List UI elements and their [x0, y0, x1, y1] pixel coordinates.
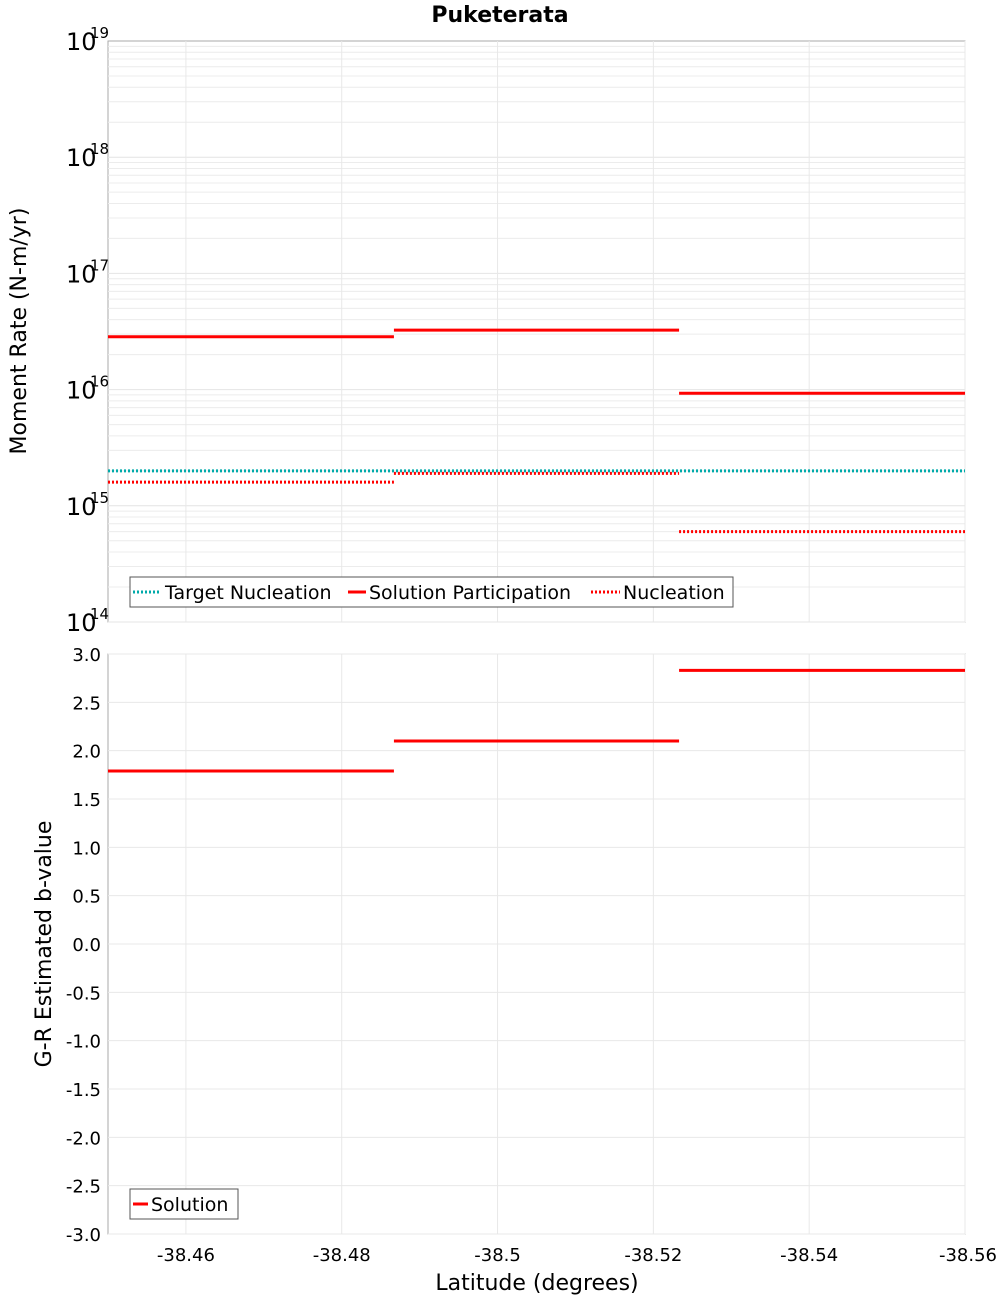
x-axis-label: Latitude (degrees): [435, 1271, 638, 1296]
b-value-y-tick-label: -0.5: [66, 983, 101, 1004]
b-value-y-tick-label: 0.5: [72, 887, 101, 908]
b-value-series: [108, 668, 965, 773]
b-value-y-tick-label: -2.0: [66, 1128, 101, 1149]
y-tick-base: 10: [66, 260, 97, 288]
y-tick-exponent: 17: [90, 256, 109, 274]
b-value-panel: 3.0 2.5 2.0 1.5 1.0 0.5 0.0 -0.5 -1.0 -1.5 -2.0 -2.…: [32, 645, 997, 1296]
x-tick-label: -38.46: [157, 1245, 215, 1266]
b-value-y-tick-label: 0.0: [72, 935, 101, 956]
legend-label-target-nucleation: Target Nucleation: [164, 582, 332, 604]
b-value-y-tick-label: -2.5: [66, 1177, 101, 1198]
x-tick-label: -38.56: [939, 1245, 997, 1266]
b-value-y-tick-label: -1.0: [66, 1032, 101, 1053]
chart-title: Puketerata: [431, 3, 568, 28]
x-tick-label: -38.54: [780, 1245, 838, 1266]
legend-label-solution-participation: Solution Participation: [369, 582, 571, 604]
y-tick-exponent: 15: [90, 489, 109, 507]
b-value-y-tick-label: 1.5: [72, 790, 101, 811]
latitude-x-ticks: -38.46 -38.48 -38.5 -38.52 -38.54 -38.56: [157, 1245, 997, 1266]
legend-label-solution: Solution: [151, 1194, 228, 1216]
x-tick-label: -38.52: [624, 1245, 682, 1266]
b-value-y-tick-label: 3.0: [72, 645, 101, 666]
y-tick-base: 10: [66, 28, 97, 56]
y-tick-base: 10: [66, 377, 97, 405]
b-value-y-tick-label: -1.5: [66, 1080, 101, 1101]
b-value-y-ticks: 3.0 2.5 2.0 1.5 1.0 0.5 0.0 -0.5 -1.0 -1.5 -2.0 -2.…: [66, 645, 101, 1246]
x-tick-label: -38.5: [474, 1245, 521, 1266]
x-tick-label: -38.48: [313, 1245, 371, 1266]
b-value-y-tick-label: -3.0: [66, 1225, 101, 1246]
y-tick-exponent: 18: [90, 140, 109, 158]
y-tick-exponent: 14: [90, 605, 109, 623]
moment-rate-legend: Target Nucleation Solution Participation…: [129, 576, 734, 608]
moment-rate-series: [108, 328, 965, 534]
b-value-y-axis-label: G-R Estimated b-value: [32, 821, 57, 1068]
moment-rate-y-axis-label: Moment Rate (N-m/yr): [7, 208, 32, 455]
y-tick-base: 10: [66, 609, 97, 637]
moment-rate-legend-box: [129, 576, 734, 608]
y-tick-base: 10: [66, 493, 97, 521]
b-value-y-tick-label: 2.0: [72, 742, 101, 763]
b-value-y-tick-label: 1.0: [72, 838, 101, 859]
moment-rate-grid: [108, 41, 966, 623]
legend-label-nucleation: Nucleation: [623, 582, 725, 604]
b-value-y-tick-label: 2.5: [72, 693, 101, 714]
y-tick-base: 10: [66, 144, 97, 172]
b-value-legend: Solution: [129, 1188, 239, 1220]
b-value-grid: [108, 653, 966, 1235]
y-tick-exponent: 16: [90, 373, 109, 391]
y-tick-exponent: 19: [90, 24, 109, 42]
